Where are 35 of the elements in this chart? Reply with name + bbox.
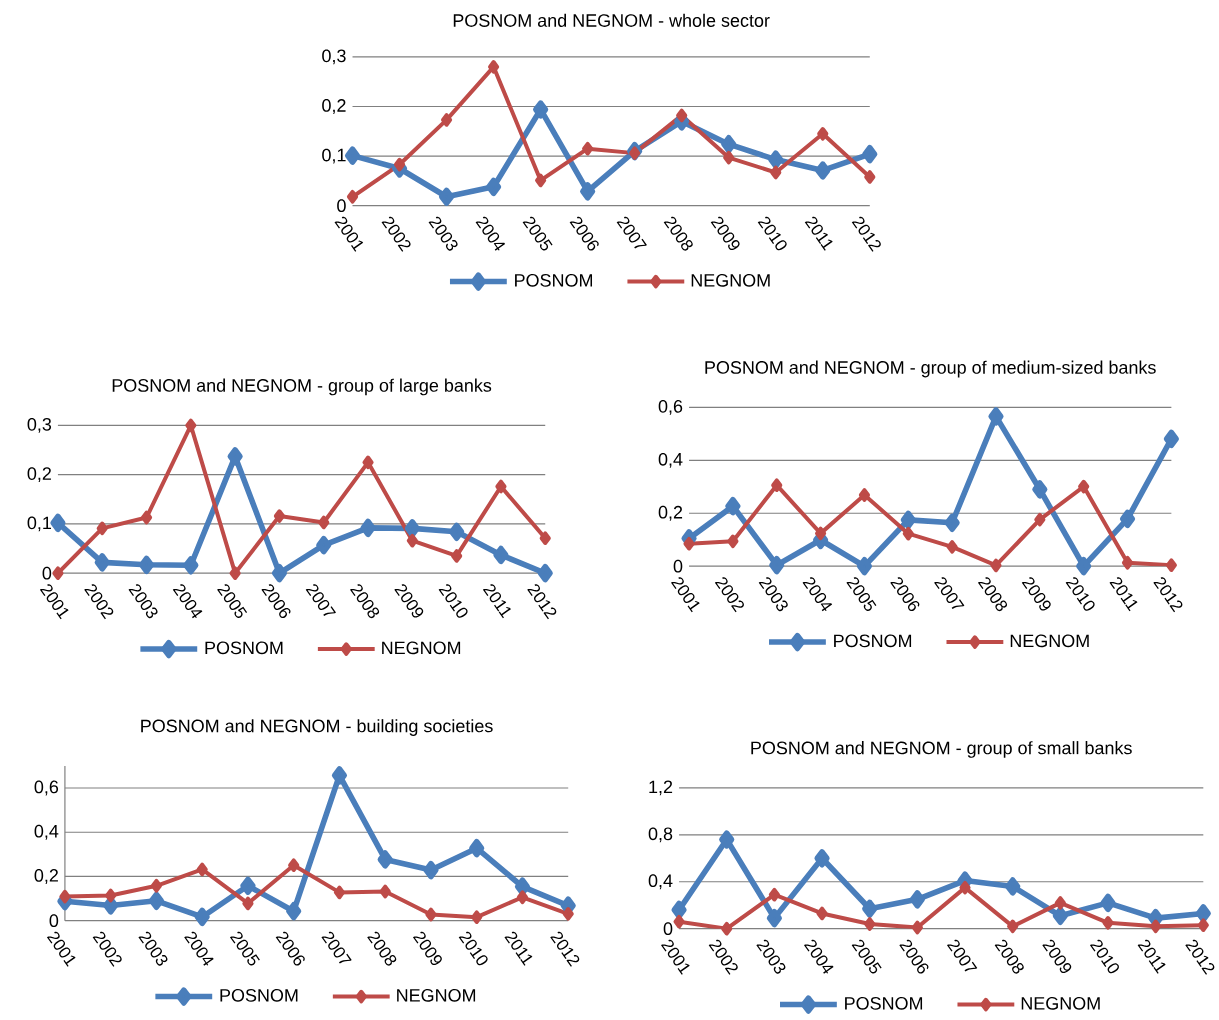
y-tick-label: 0,2 (27, 467, 51, 483)
legend-label: NEGNOM (1021, 996, 1100, 1010)
y-tick-label: 0 (42, 566, 52, 580)
y-tick-label: 0 (337, 199, 346, 213)
y-tick-label: 0,4 (34, 824, 59, 840)
chart-title: POSNOM and NEGNOM - group of medium-sized banks (705, 360, 1156, 378)
legend-label: POSNOM (220, 988, 298, 1002)
y-tick-label: 0,6 (658, 399, 683, 415)
legend-label: POSNOM (834, 634, 912, 648)
y-tick-label: 0,8 (648, 827, 673, 843)
legend-label: NEGNOM (691, 273, 770, 287)
legend-label: NEGNOM (382, 641, 461, 655)
y-tick-label: 0,4 (658, 452, 683, 468)
y-tick-label: 0,1 (27, 516, 51, 532)
legend-label: POSNOM (845, 996, 923, 1010)
chart-title: POSNOM and NEGNOM - building societies (141, 719, 493, 736)
chart-title: POSNOM and NEGNOM - group of large banks (112, 378, 492, 396)
legend-label: NEGNOM (397, 988, 476, 1002)
legend-label: POSNOM (205, 641, 283, 655)
y-tick-label: 0,4 (648, 874, 673, 890)
legend-label: POSNOM (515, 273, 593, 287)
y-tick-label: 0,6 (34, 780, 59, 796)
y-tick-label: 0 (673, 559, 683, 573)
y-tick-label: 0 (663, 922, 673, 936)
chart-title: POSNOM and NEGNOM - group of small banks (751, 741, 1132, 758)
y-tick-label: 0,3 (27, 417, 52, 433)
y-tick-label: 0 (49, 914, 59, 928)
y-tick-label: 0,1 (322, 148, 346, 164)
chart-title: POSNOM and NEGNOM - whole sector (453, 13, 770, 27)
y-tick-label: 0,2 (658, 505, 683, 521)
y-tick-label: 1,2 (649, 780, 673, 796)
y-tick-label: 0,2 (34, 869, 58, 884)
y-tick-label: 0,2 (322, 99, 346, 114)
y-tick-label: 0,3 (322, 49, 346, 65)
legend-label: NEGNOM (1010, 634, 1089, 648)
